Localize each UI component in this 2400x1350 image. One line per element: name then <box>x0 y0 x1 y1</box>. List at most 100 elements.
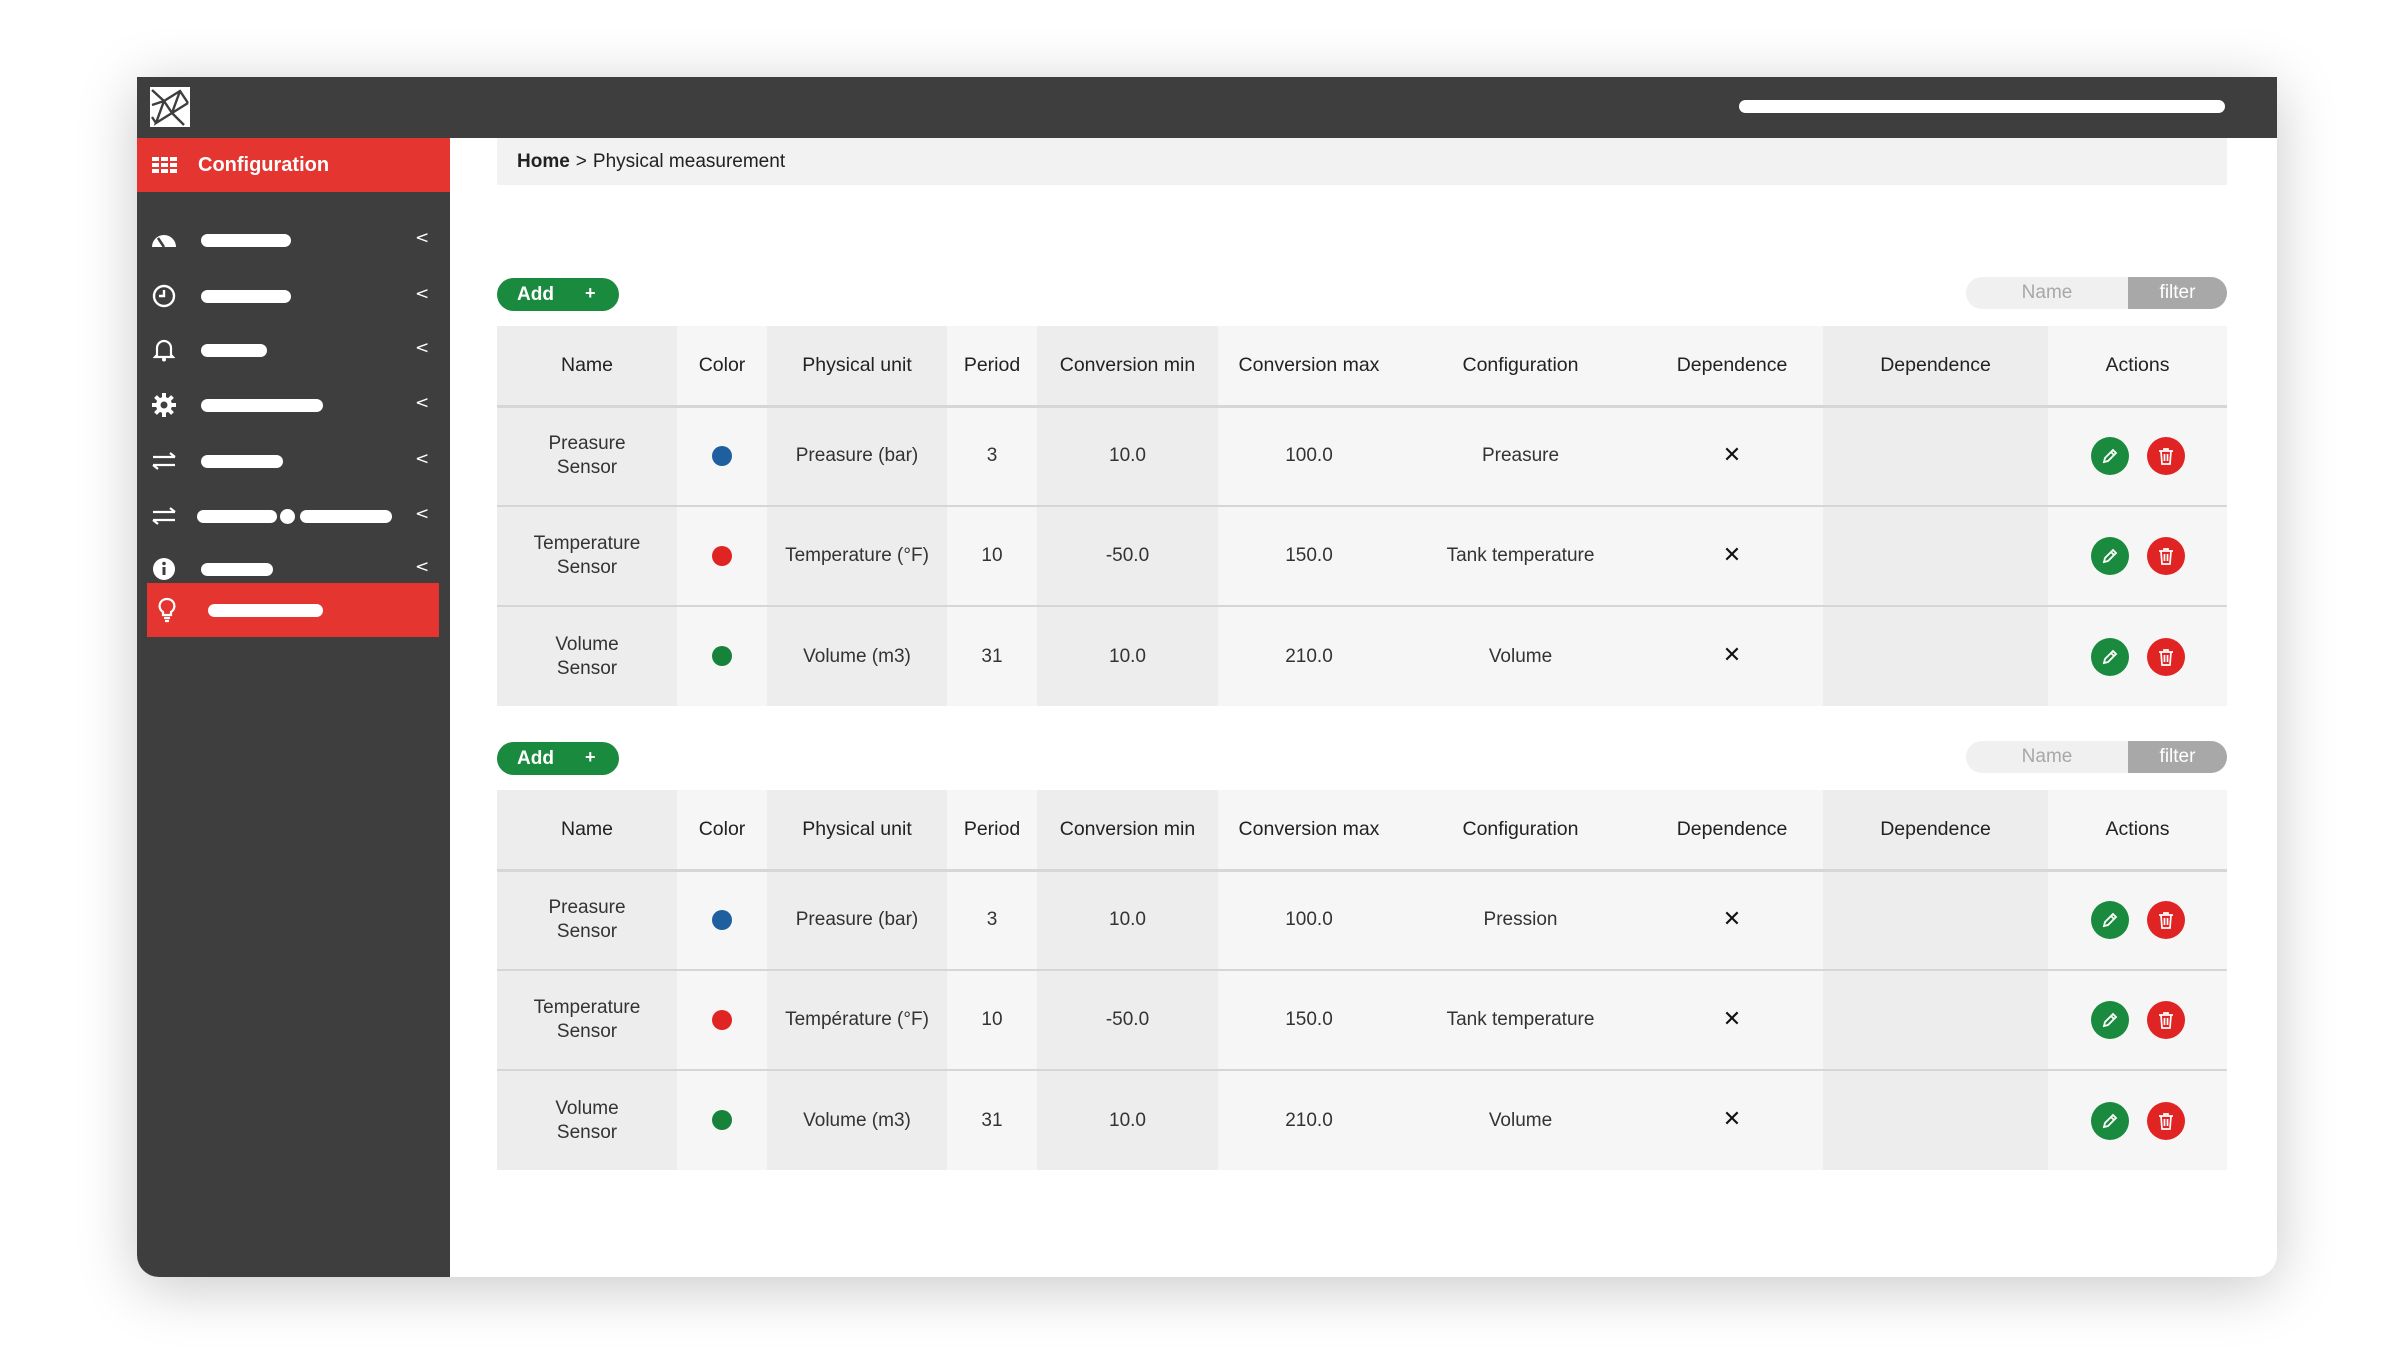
column-header[interactable]: Name <box>497 326 677 408</box>
sidebar-active-label: Configuration <box>198 153 330 176</box>
column-header[interactable]: Conversion max <box>1218 326 1400 408</box>
table-cell: ✕ <box>1641 406 1823 507</box>
edit-button[interactable] <box>2090 1101 2129 1140</box>
conversion-max: 100.0 <box>1285 445 1333 467</box>
edit-button[interactable] <box>2090 637 2129 676</box>
table-row[interactable]: Preasure Sensor Preasure (bar) 3 10.0 100.0 Pr… <box>497 870 2227 971</box>
delete-button[interactable] <box>2146 537 2185 575</box>
table-row[interactable]: Temperature Sensor Temperature (°F) 10 -50.0… <box>497 506 2227 607</box>
column-header[interactable]: Configuration <box>1400 326 1641 408</box>
configuration-value: Pression <box>1483 909 1558 931</box>
color-swatch <box>712 545 732 566</box>
row-actions <box>2090 1001 2185 1039</box>
edit-button[interactable] <box>2090 901 2129 940</box>
trash-icon <box>2158 1012 2173 1029</box>
table-row[interactable]: Preasure Sensor Preasure (bar) 3 10.0 100.0 Pr… <box>497 406 2227 507</box>
delete-button[interactable] <box>2146 1001 2185 1039</box>
table-cell <box>1823 870 2048 971</box>
column-header[interactable]: Actions <box>2048 790 2227 872</box>
sidebar-item-alerts[interactable]: < <box>137 330 450 370</box>
edit-button[interactable] <box>2090 437 2129 476</box>
sidebar-item-settings[interactable]: < <box>137 385 450 425</box>
row-actions <box>2090 437 2185 476</box>
logo[interactable] <box>150 87 190 127</box>
edit-button[interactable] <box>2090 1001 2129 1039</box>
sidebar-item-configuration[interactable]: Configuration <box>137 138 450 192</box>
breadcrumb-home-link[interactable]: Home <box>517 150 570 172</box>
sidebar-item-history[interactable]: < <box>137 276 450 316</box>
table-cell: 150.0 <box>1218 970 1400 1071</box>
conversion-min: 10.0 <box>1109 1109 1146 1131</box>
row-actions <box>2090 901 2185 940</box>
pencil-icon <box>2102 448 2117 464</box>
column-header[interactable]: Color <box>677 326 767 408</box>
column-header[interactable]: Color <box>677 790 767 872</box>
sidebar-item-dashboard[interactable]: < <box>137 220 450 260</box>
top-search-bar[interactable] <box>1739 100 2225 113</box>
chevron-left-icon: < <box>415 284 430 304</box>
physical-unit: Preasure (bar) <box>795 445 919 467</box>
delete-button[interactable] <box>2146 637 2185 676</box>
color-swatch <box>712 1009 732 1030</box>
conversion-min: -50.0 <box>1105 545 1150 566</box>
delete-button[interactable] <box>2146 437 2185 476</box>
conversion-min: 10.0 <box>1109 909 1146 931</box>
color-swatch <box>712 646 732 667</box>
sensor-name-line2: Sensor <box>556 657 618 679</box>
table-cell: ✕ <box>1641 506 1823 607</box>
table-cell: Preasure Sensor <box>497 870 677 971</box>
column-header[interactable]: Physical unit <box>767 326 947 408</box>
table-row[interactable]: Temperature Sensor Température (°F) 10 -50.0… <box>497 970 2227 1071</box>
chevron-left-icon: < <box>415 449 430 469</box>
breadcrumb: Home > Physical measurement <box>497 138 2227 185</box>
sidebar-item-transfers-2[interactable]: < <box>137 496 450 536</box>
add-button[interactable]: Add + <box>497 742 619 775</box>
table-row[interactable]: Volume Sensor Volume (m3) 31 10.0 210.0 Volume… <box>497 606 2227 706</box>
filter-button[interactable]: filter <box>2128 277 2227 309</box>
conversion-max: 210.0 <box>1285 645 1333 667</box>
filter-button[interactable]: filter <box>2128 741 2227 773</box>
edit-button[interactable] <box>2090 537 2129 575</box>
table-row[interactable]: Volume Sensor Volume (m3) 31 10.0 210.0 Volume… <box>497 1070 2227 1170</box>
color-swatch <box>712 1110 732 1131</box>
table-cell: Tank temperature <box>1400 506 1641 607</box>
sidebar-item-highlighted[interactable] <box>147 583 439 637</box>
column-header[interactable]: Actions <box>2048 326 2227 408</box>
configuration-value: Preasure <box>1481 445 1560 467</box>
delete-button[interactable] <box>2146 1101 2185 1140</box>
sidebar-item-transfers[interactable]: < <box>137 441 450 481</box>
table-cell: Volume <box>1400 1070 1641 1170</box>
column-header[interactable]: Dependence <box>1641 790 1823 872</box>
sensor-name: Temperature <box>533 997 641 1018</box>
column-header[interactable]: Configuration <box>1400 790 1641 872</box>
column-header[interactable]: Dependence <box>1641 326 1823 408</box>
delete-button[interactable] <box>2146 901 2185 940</box>
sensor-name-line2: Sensor <box>556 1121 618 1143</box>
table-header-row: Name Color Physical unit Period Conversion m… <box>497 790 2227 872</box>
column-header[interactable]: Physical unit <box>767 790 947 872</box>
physical-unit: Temperature (°F) <box>785 545 929 566</box>
table-cell: 10.0 <box>1037 1070 1218 1170</box>
sensor-name: Preasure <box>548 897 626 919</box>
table-cell: ✕ <box>1641 606 1823 706</box>
add-button[interactable]: Add + <box>497 278 619 311</box>
column-header[interactable]: Dependence <box>1823 326 2048 408</box>
column-header[interactable]: Conversion max <box>1218 790 1400 872</box>
trash-icon <box>2158 648 2173 666</box>
conversion-max: 150.0 <box>1285 1009 1333 1030</box>
sensor-name-line2: Sensor <box>556 457 618 479</box>
configuration-value: Tank temperature <box>1446 1009 1595 1030</box>
column-header[interactable]: Conversion min <box>1037 326 1218 408</box>
column-header[interactable]: Name <box>497 790 677 872</box>
table-header-row: Name Color Physical unit Period Conversion m… <box>497 326 2227 408</box>
column-header[interactable]: Conversion min <box>1037 790 1218 872</box>
sidebar-item-label <box>201 344 267 357</box>
column-header[interactable]: Period <box>947 326 1037 408</box>
filter-name-input[interactable] <box>1966 741 2128 773</box>
chevron-left-icon: < <box>415 557 430 577</box>
column-header[interactable]: Dependence <box>1823 790 2048 872</box>
filter-name-input[interactable] <box>1966 277 2128 309</box>
table-cell <box>1823 606 2048 706</box>
column-header[interactable]: Period <box>947 790 1037 872</box>
sidebar-item-info[interactable]: < <box>137 549 450 589</box>
